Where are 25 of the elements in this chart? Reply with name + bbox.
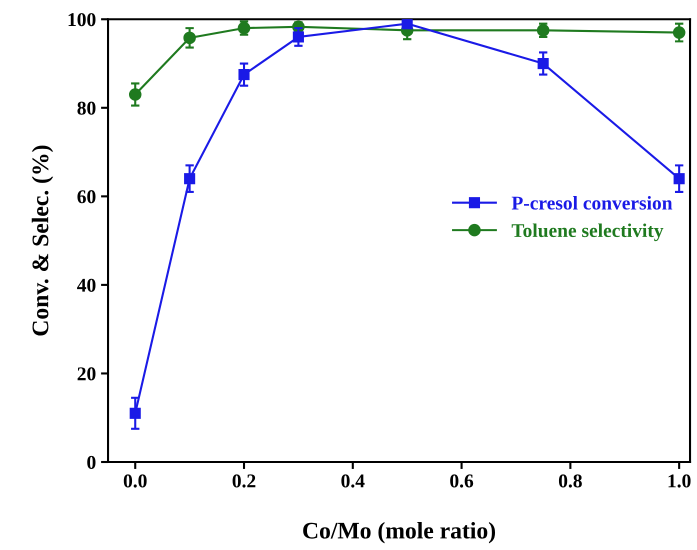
x-tick-label: 0.2 bbox=[232, 474, 256, 488]
x-tick-label: 0.6 bbox=[450, 474, 474, 488]
x-tick-label: 1.0 bbox=[668, 474, 691, 488]
point bbox=[292, 31, 304, 43]
point bbox=[238, 69, 250, 80]
point bbox=[128, 88, 142, 101]
x-tick-label: 0.4 bbox=[341, 474, 365, 488]
y-axis-title: Conv. & Selec. (%) bbox=[32, 146, 54, 336]
point bbox=[184, 173, 196, 184]
x-tick-label: 0.8 bbox=[558, 474, 582, 488]
y-tick-label: 60 bbox=[77, 190, 96, 204]
point bbox=[183, 32, 196, 44]
legend-label: P-cresol conversion bbox=[512, 196, 672, 210]
y-tick-label: 20 bbox=[78, 367, 96, 380]
legend-label: Toluene selectivity bbox=[512, 223, 664, 242]
x-axis-title: Co/Mo (mole ratio) bbox=[303, 522, 496, 544]
x-tick-label: 0.0 bbox=[124, 474, 147, 488]
y-tick-label: 80 bbox=[77, 102, 96, 115]
point bbox=[672, 26, 686, 39]
point bbox=[674, 173, 685, 184]
point bbox=[130, 408, 141, 419]
y-tick-label: 0 bbox=[87, 456, 96, 469]
point bbox=[538, 58, 549, 70]
y-tick-label: 100 bbox=[68, 13, 96, 26]
y-tick-label: 40 bbox=[77, 278, 96, 292]
